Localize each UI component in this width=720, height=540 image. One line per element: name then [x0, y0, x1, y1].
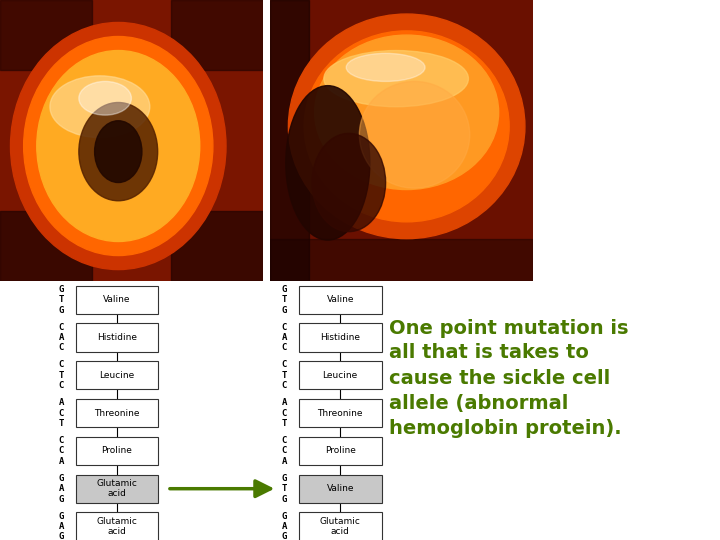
Bar: [76, 437, 158, 465]
Bar: [299, 475, 382, 503]
Text: Leucine: Leucine: [323, 371, 358, 380]
Ellipse shape: [346, 53, 425, 82]
Text: G
T
G: G T G: [58, 285, 64, 315]
Ellipse shape: [37, 51, 199, 241]
Bar: [0, 0, 92, 70]
Bar: [263, 0, 271, 281]
Ellipse shape: [24, 37, 213, 255]
Ellipse shape: [315, 35, 499, 190]
Text: Histidine: Histidine: [320, 333, 360, 342]
Text: Proline: Proline: [325, 447, 356, 455]
Text: G
A
G: G A G: [58, 474, 64, 504]
Text: Valine: Valine: [326, 295, 354, 304]
Text: A
C
T: A C T: [282, 398, 287, 428]
Text: Proline: Proline: [102, 447, 132, 455]
Bar: [299, 361, 382, 389]
Text: Valine: Valine: [326, 484, 354, 493]
Bar: [76, 286, 158, 314]
Text: C
A
C: C A C: [282, 322, 287, 353]
Bar: [76, 512, 158, 540]
Ellipse shape: [304, 31, 509, 222]
Text: C
T
C: C T C: [282, 360, 287, 390]
Text: G
T
G: G T G: [282, 285, 287, 315]
Text: Threonine: Threonine: [318, 409, 363, 417]
Bar: [76, 399, 158, 427]
Text: C
C
A: C C A: [58, 436, 64, 466]
Ellipse shape: [324, 51, 469, 107]
Text: C
C
A: C C A: [282, 436, 287, 466]
Bar: [270, 239, 533, 281]
Bar: [270, 0, 310, 281]
Text: Threonine: Threonine: [94, 409, 140, 417]
Bar: [299, 399, 382, 427]
Ellipse shape: [11, 23, 226, 269]
Ellipse shape: [79, 82, 132, 115]
Text: Valine: Valine: [103, 295, 131, 304]
Text: Histidine: Histidine: [97, 333, 137, 342]
Text: C
T
C: C T C: [58, 360, 64, 390]
Bar: [76, 475, 158, 503]
Text: A
C
T: A C T: [58, 398, 64, 428]
Text: G
A
G: G A G: [282, 511, 287, 540]
Text: Glutamic
acid: Glutamic acid: [96, 517, 138, 536]
Ellipse shape: [50, 76, 150, 138]
Text: Glutamic
acid: Glutamic acid: [320, 517, 361, 536]
Text: One point mutation is
all that is takes to
cause the sickle cell
allele (abnorma: One point mutation is all that is takes …: [389, 319, 629, 437]
Bar: [76, 323, 158, 352]
Ellipse shape: [289, 14, 525, 239]
Ellipse shape: [312, 133, 386, 232]
Ellipse shape: [359, 82, 469, 188]
Text: Leucine: Leucine: [99, 371, 135, 380]
Text: Glutamic
acid: Glutamic acid: [96, 479, 138, 498]
Bar: [76, 361, 158, 389]
Bar: [171, 211, 263, 281]
Bar: [299, 512, 382, 540]
Text: G
A
G: G A G: [58, 511, 64, 540]
Bar: [0, 211, 92, 281]
Bar: [171, 0, 263, 70]
Bar: [299, 323, 382, 352]
Text: C
A
C: C A C: [58, 322, 64, 353]
Ellipse shape: [79, 103, 158, 201]
Bar: [299, 286, 382, 314]
Ellipse shape: [286, 86, 370, 240]
Text: G
T
G: G T G: [282, 474, 287, 504]
Ellipse shape: [94, 121, 142, 183]
Bar: [299, 437, 382, 465]
